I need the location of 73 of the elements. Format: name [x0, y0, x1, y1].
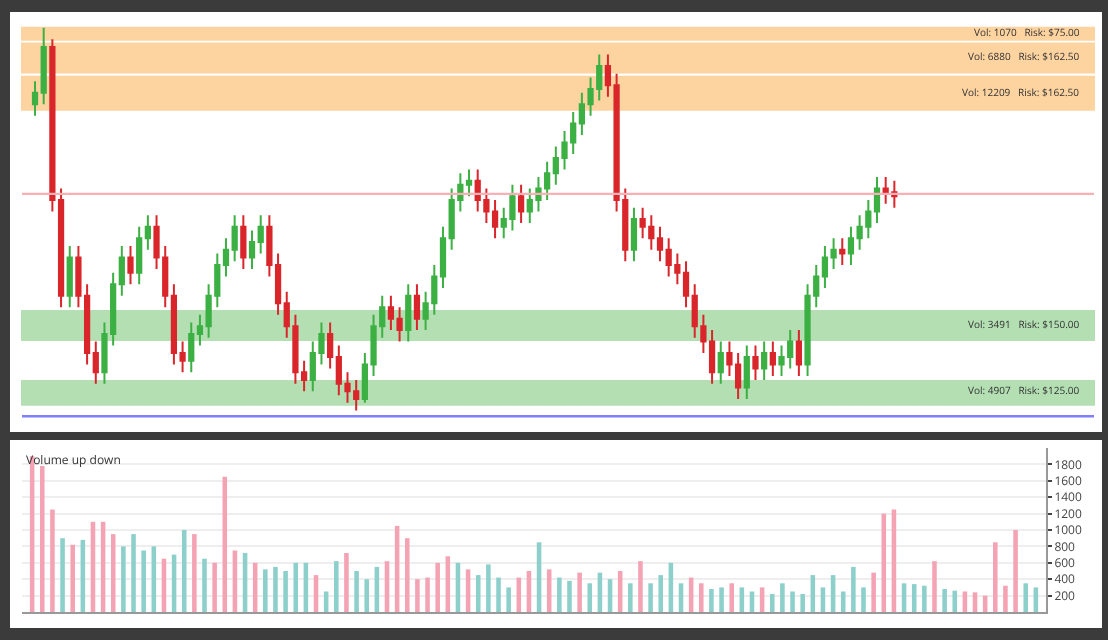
bar	[273, 566, 278, 612]
candlestick	[509, 183, 516, 232]
bar	[628, 583, 633, 612]
bar	[922, 585, 927, 612]
bar	[577, 572, 582, 612]
bar	[60, 538, 65, 612]
bar	[334, 561, 339, 612]
bar	[1003, 585, 1008, 612]
bar	[769, 593, 775, 612]
candlestick	[743, 344, 750, 400]
bar	[486, 564, 491, 612]
bar	[1023, 583, 1028, 612]
candlestick	[882, 176, 889, 205]
bar	[344, 552, 349, 612]
candlestick	[517, 183, 525, 224]
bar	[638, 561, 643, 612]
bar	[840, 591, 846, 612]
bar	[780, 583, 785, 612]
candlestick	[413, 283, 421, 332]
bar	[709, 589, 714, 612]
bar	[181, 530, 187, 612]
candlestick	[630, 206, 638, 263]
candlestick	[127, 244, 134, 286]
candlestick	[717, 340, 724, 385]
bar	[993, 542, 998, 612]
bar	[40, 466, 45, 612]
bar	[932, 561, 937, 612]
bar	[567, 580, 572, 612]
bar	[851, 566, 856, 612]
candlestick	[761, 340, 768, 381]
bar	[70, 544, 75, 612]
bar	[557, 577, 562, 612]
candlestick	[240, 214, 247, 270]
bar	[861, 587, 866, 612]
bar	[263, 569, 268, 612]
bar	[425, 577, 430, 612]
bar	[354, 571, 359, 612]
candlestick	[795, 329, 802, 378]
bar	[658, 575, 664, 612]
bar	[506, 587, 511, 612]
bar	[293, 562, 299, 612]
candlestick	[839, 237, 846, 267]
bar	[475, 575, 481, 612]
bar	[800, 593, 805, 612]
bar	[50, 509, 55, 612]
bar	[435, 562, 440, 612]
candlestick	[769, 340, 776, 378]
bar	[942, 589, 947, 612]
bar	[587, 583, 593, 612]
bar	[131, 534, 136, 612]
bar	[496, 577, 501, 612]
bar	[141, 550, 146, 612]
bar	[202, 558, 207, 612]
bar	[1013, 530, 1018, 612]
bar	[404, 538, 410, 612]
candlestick	[66, 244, 73, 309]
bar	[415, 579, 420, 612]
bar	[212, 562, 217, 612]
candlestick	[188, 321, 195, 374]
bar	[871, 572, 876, 612]
bar	[952, 590, 958, 612]
candlestick	[405, 283, 412, 343]
bar	[648, 583, 653, 612]
bar	[110, 534, 116, 612]
bar	[699, 583, 704, 612]
bar	[283, 571, 288, 612]
bar	[719, 587, 724, 612]
candlestick	[752, 344, 759, 381]
bar	[364, 579, 369, 612]
bar	[192, 534, 197, 612]
bar	[790, 591, 795, 612]
bar	[729, 583, 734, 612]
bar	[121, 546, 126, 612]
